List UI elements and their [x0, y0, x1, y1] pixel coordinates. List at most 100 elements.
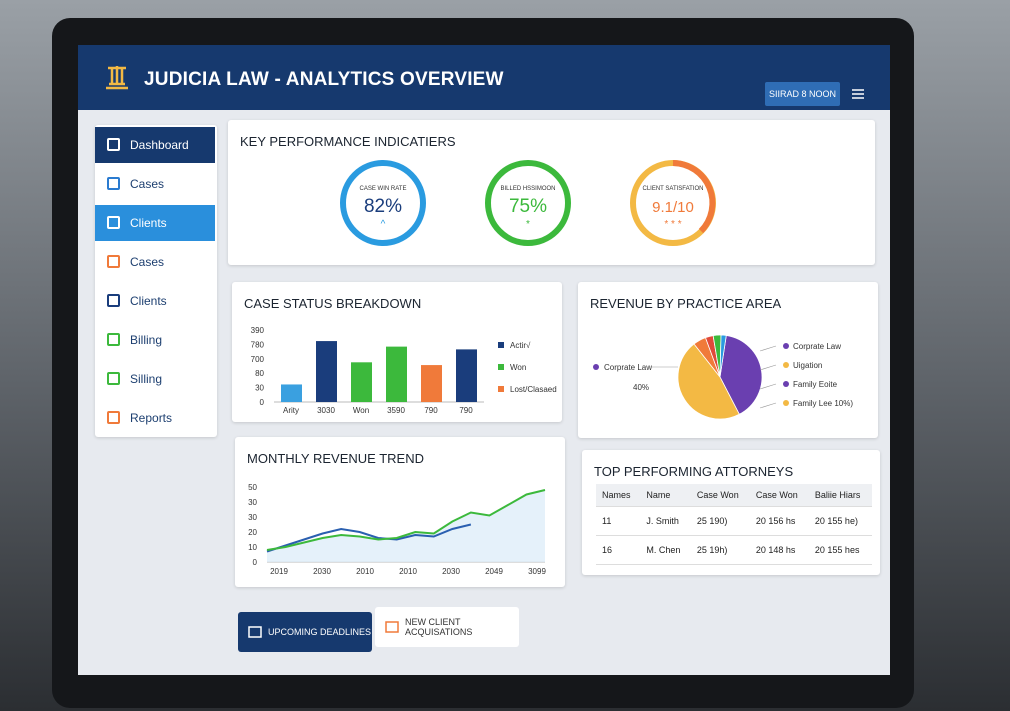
- header-cell: Name: [640, 484, 691, 507]
- line-series: [266, 523, 472, 553]
- nav-icon: [107, 216, 120, 229]
- legend-label: Family Lee 10%): [793, 399, 853, 408]
- card-title: MONTHLY REVENUE TREND: [247, 451, 424, 466]
- table-cell: M. Chen: [640, 535, 691, 565]
- y-tick-label: 0: [260, 398, 265, 407]
- nav-label: Clients: [130, 216, 167, 230]
- card-title: KEY PERFORMANCE INDICATIERS: [240, 134, 456, 149]
- y-tick-label: 700: [251, 355, 265, 364]
- nav-item[interactable]: Cases: [95, 244, 215, 280]
- callout-label: Corprate Law: [604, 363, 652, 372]
- gauge-label: CLIENT SATISFATION: [642, 186, 703, 192]
- bar: [281, 384, 302, 402]
- leader-line: [759, 345, 777, 352]
- deadlines-button[interactable]: UPCOMING DEADLINES: [238, 612, 372, 652]
- legend-dot: [783, 362, 789, 368]
- acquisitions-button[interactable]: NEW CLIENT ACQUISATIONS: [375, 607, 519, 647]
- header: JUDICIA LAW - ANALYTICS OVERVIEW SIIRAD …: [78, 45, 890, 110]
- y-tick-label: 390: [251, 326, 265, 335]
- nav-item[interactable]: Clients: [95, 283, 215, 319]
- table-cell: 20 156 hs: [749, 506, 809, 536]
- gauge: CASE WIN RATE 82% ^: [340, 160, 426, 246]
- nav-item[interactable]: Silling: [95, 361, 215, 397]
- x-tick-label: 2019: [270, 567, 288, 576]
- legend-dot: [783, 400, 789, 406]
- pie-slice: [719, 334, 727, 378]
- button-icon: [385, 621, 399, 633]
- legend-dot: [783, 343, 789, 349]
- card-title: CASE STATUS BREAKDOWN: [244, 296, 422, 311]
- legend-dot: [783, 381, 789, 387]
- y-tick-label: 50: [248, 483, 257, 492]
- nav-icon: [107, 177, 120, 190]
- legend-label: Actir√: [510, 341, 531, 350]
- nav-item[interactable]: Cases: [95, 166, 215, 202]
- y-tick-label: 20: [248, 528, 257, 537]
- legend-label: Corprate Law: [793, 342, 841, 351]
- y-tick-label: 80: [255, 369, 264, 378]
- header-row: Names Name Case Won Case Won Baliie Hiars: [596, 484, 872, 507]
- nav-label: Silling: [130, 372, 163, 386]
- menu-icon[interactable]: [851, 87, 865, 101]
- header-cell: Case Won: [749, 484, 809, 507]
- table-cell: 20 155 he): [808, 506, 872, 536]
- y-tick-label: 30: [248, 498, 257, 507]
- nav-item[interactable]: Billing: [95, 322, 215, 358]
- x-tick-label: 2030: [313, 567, 331, 576]
- y-tick-label: 0: [253, 558, 258, 567]
- revenue-card: REVENUE BY PRACTICE AREA Corprate Law 40%…: [578, 282, 878, 438]
- gauge-arc: [672, 160, 716, 234]
- x-tick-label: 3590: [387, 406, 405, 415]
- legend-label: Uigation: [793, 361, 822, 370]
- legend-label: Family Eoite: [793, 380, 838, 389]
- attorneys-card: TOP PERFORMING ATTORNEYS Names Name Case W…: [582, 450, 880, 575]
- bar: [456, 349, 477, 402]
- nav-icon: [107, 411, 120, 424]
- line-series: [266, 489, 546, 551]
- legend-swatch: [498, 386, 504, 392]
- y-tick-label: 30: [248, 513, 257, 522]
- icon-shape: [248, 626, 262, 638]
- area-fill: [267, 490, 545, 562]
- table-cell: 16: [596, 535, 641, 565]
- gauge: CLIENT SATISFATION 9.1/10 * * *: [630, 160, 716, 246]
- gauge-track: [485, 160, 571, 246]
- nav-label: Cases: [130, 177, 165, 191]
- nav-icon: [107, 294, 120, 307]
- legend-swatch: [498, 342, 504, 348]
- screen: JUDICIA LAW - ANALYTICS OVERVIEW SIIRAD …: [78, 45, 890, 675]
- user-button[interactable]: SIIRAD 8 NOON: [765, 82, 840, 106]
- nav-item[interactable]: Reports: [95, 400, 215, 436]
- gauge-label: BILLED HSSIMOON: [500, 186, 555, 192]
- gauge-value: 75%: [509, 196, 547, 217]
- nav-label: Cases: [130, 255, 165, 269]
- table-cell: 20 148 hs: [749, 535, 809, 565]
- nav-item[interactable]: Clients: [95, 205, 215, 241]
- nav-label: Clients: [130, 294, 167, 308]
- y-tick-label: 10: [248, 543, 257, 552]
- trend-card: MONTHLY REVENUE TREND 50 30 30 20 10 0 2019 203…: [235, 437, 565, 587]
- x-tick-label: 2010: [399, 567, 417, 576]
- legend-swatch: [498, 364, 504, 370]
- header-cell: Names: [596, 484, 641, 507]
- leader-line: [759, 402, 777, 409]
- icon-shape: [385, 621, 399, 633]
- table-cell: 25 190): [690, 506, 750, 536]
- gauge: BILLED HSSIMOON 75% *: [485, 160, 571, 246]
- bar-chart: 390 780 700 80 30 0 Arity 3030 Won 3590 790 790 Acti…: [251, 326, 557, 415]
- y-tick-label: 780: [251, 340, 265, 349]
- gauge-track: [340, 160, 426, 246]
- x-tick-label: 2030: [442, 567, 460, 576]
- x-tick-label: 3099: [528, 567, 546, 576]
- pie-slice: [677, 343, 740, 420]
- leader-line: [759, 364, 777, 371]
- x-tick-label: 2049: [485, 567, 503, 576]
- nav-item[interactable]: Dashboard: [95, 127, 215, 163]
- nav-label: Dashboard: [130, 138, 189, 152]
- card-title: TOP PERFORMING ATTORNEYS: [594, 464, 794, 479]
- bar: [386, 346, 407, 402]
- nav-icon: [107, 138, 120, 151]
- card-title: REVENUE BY PRACTICE AREA: [590, 296, 782, 311]
- gauge-symbol: *: [526, 219, 530, 230]
